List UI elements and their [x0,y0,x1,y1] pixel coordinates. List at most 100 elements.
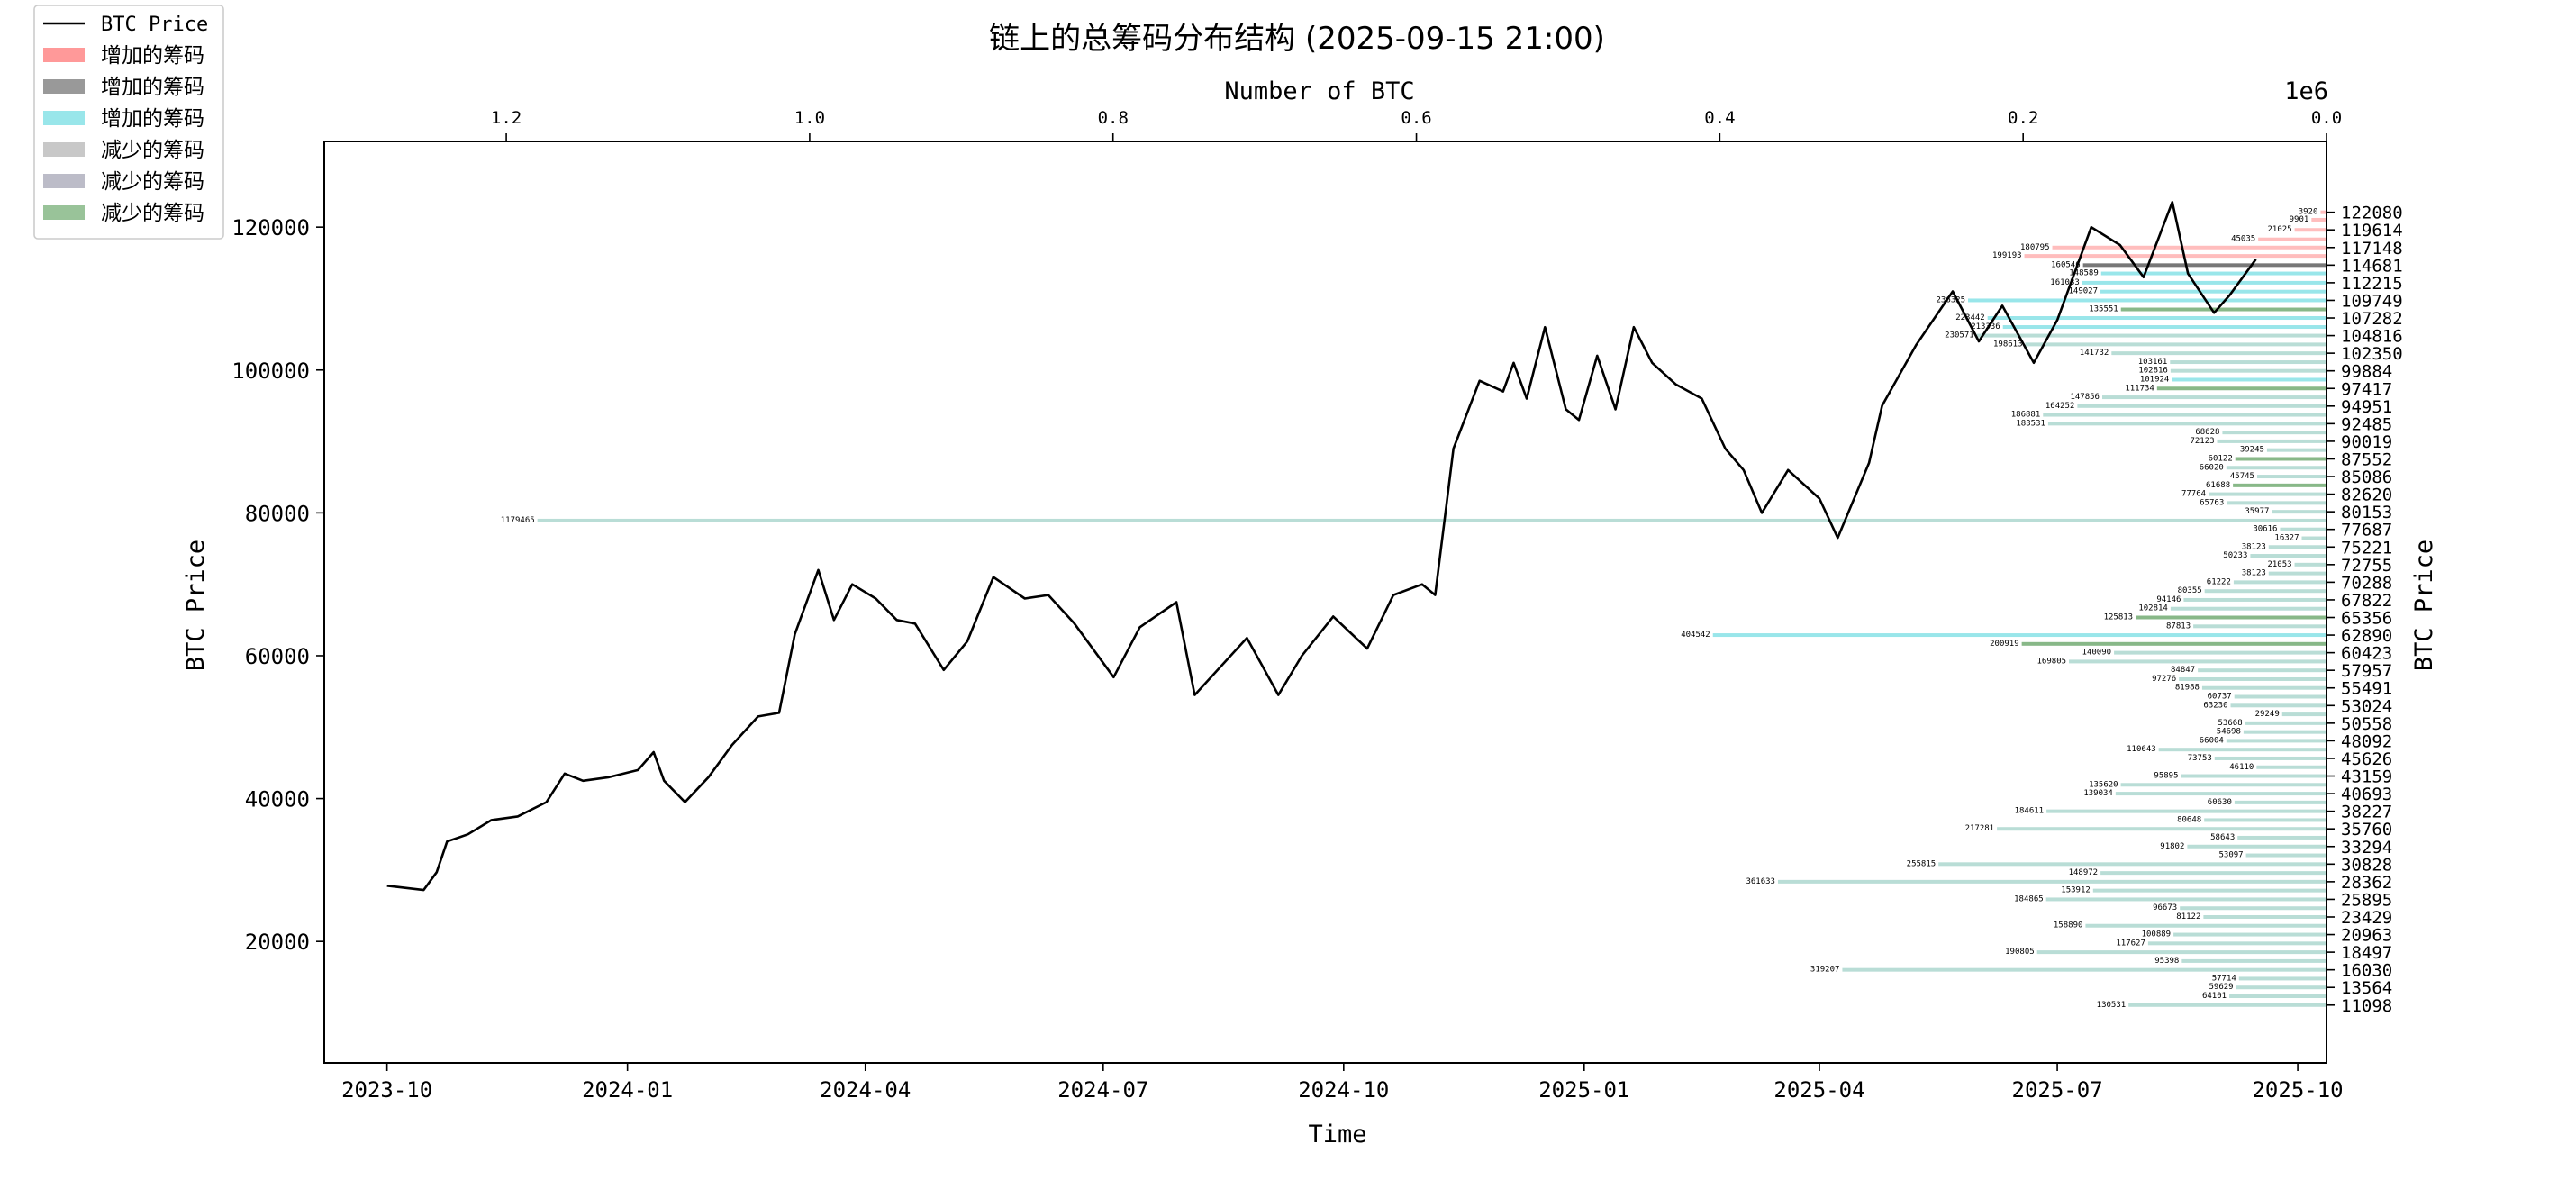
right-tick-label: 94951 [2341,397,2392,417]
chip-bar [2128,1003,2327,1007]
right-tick-label: 99884 [2341,362,2392,382]
chip-bar-label: 102816 [2138,367,2168,376]
chip-bar [2214,756,2327,760]
chip-bar [2092,888,2327,893]
y-tick-label: 20000 [245,930,310,955]
top-tick-label: 1.2 [491,108,522,128]
right-tick-label: 23429 [2341,908,2392,928]
chip-bar-label: 81988 [2175,684,2200,693]
chip-bar [2236,985,2327,990]
chip-bar-label: 80355 [2178,586,2202,595]
chip-bar [2268,545,2327,549]
chip-bar [2320,210,2327,214]
chip-bar [2268,571,2327,576]
chip-bar [2120,307,2327,312]
right-tick-label: 67822 [2341,591,2392,611]
right-tick-label: 114681 [2341,256,2403,276]
right-tick-label: 25895 [2341,890,2392,910]
chip-bar [2036,950,2327,955]
chip-bar-label: 30616 [2253,525,2277,534]
chip-bar-label: 60630 [2208,798,2232,807]
right-tick-label: 45626 [2341,749,2392,769]
right-tick-label: 119614 [2341,221,2403,241]
chip-bar [1976,333,2327,338]
chip-bar [2237,835,2327,840]
chip-bar-label: 68628 [2195,428,2219,437]
chip-bar-label: 164252 [2045,402,2075,411]
right-tick-label: 57957 [2341,661,2392,681]
chip-bar-label: 404542 [1681,631,1710,640]
chip-bar-label: 77764 [2181,490,2206,499]
chip-bar [2025,342,2327,347]
chip-bar-label: 65763 [2200,498,2224,507]
chip-bar [2234,694,2327,699]
chip-bar-label: 60737 [2208,692,2232,701]
chip-bar [2021,641,2327,646]
right-tick-label: 109749 [2341,291,2403,311]
chip-bar-label: 53668 [2218,719,2243,728]
right-tick-label: 13564 [2341,978,2392,998]
chip-bar [2204,818,2327,822]
chip-bar [2245,721,2327,725]
chip-bar [2233,580,2327,585]
legend-patch-swatch [43,48,85,62]
legend-label: 增加的筹码 [101,44,204,68]
legend-patch-swatch [43,142,85,157]
chip-bar [1968,298,2327,303]
top-tick-label: 0.8 [1098,108,1129,128]
legend-label: BTC Price [101,14,208,36]
chip-bar-label: 199193 [1992,251,2022,260]
chip-bar-label: 148589 [2069,269,2099,278]
top-tick-label: 0.4 [1704,108,1735,128]
chip-bar [2100,871,2327,876]
chip-bar-label: 148972 [2069,868,2099,877]
chip-bar-label: 110643 [2127,745,2156,754]
chip-bar-label: 96673 [2153,903,2177,912]
right-tick-label: 62890 [2341,626,2392,646]
chip-bar-label: 183531 [2016,419,2045,428]
chip-bar [2222,431,2327,435]
chip-bar-label: 60122 [2209,454,2233,463]
chip-bar-label: 3920 [2299,208,2318,217]
chip-bar [1777,879,2327,884]
chip-bar-label: 87813 [2166,622,2191,631]
right-tick-label: 38227 [2341,803,2392,822]
chip-bar [1997,827,2327,831]
chip-bar [2229,994,2327,999]
right-tick-label: 18497 [2341,943,2392,963]
chip-bar-label: 184865 [2014,894,2044,903]
chip-bar-label: 45035 [2231,235,2255,244]
chip-bar-label: 81122 [2176,912,2200,921]
chip-bar [1712,633,2327,638]
right-tick-label: 40693 [2341,785,2392,804]
x-tick-label: 2024-10 [1298,1077,1389,1103]
legend-label: 增加的筹码 [101,107,204,131]
chip-bar [2187,844,2327,849]
chip-bar [2170,360,2327,365]
chip-bar [2294,228,2327,232]
y-axis-label-right: BTC Price [2410,540,2438,671]
chip-bar [2045,897,2327,902]
chip-bar-label: 198613 [1993,340,2023,349]
chip-bar-label: 230571 [1945,331,1974,340]
chip-bar-label: 102814 [2138,604,2168,613]
chip-bar [2170,368,2327,373]
y-tick-label: 120000 [231,215,310,241]
chip-bar-label: 63230 [2203,701,2227,710]
chip-bar-label: 236325 [1936,295,1965,304]
plot-frame [323,141,2327,1064]
chip-bar [2226,466,2327,470]
chip-bar-label: 80648 [2177,815,2201,824]
chip-bar-label: 169805 [2037,657,2067,666]
chip-bar [2234,800,2327,804]
chip-bar [2301,536,2327,540]
chip-bar-label: 61688 [2206,481,2230,490]
chip-bar-label: 140090 [2082,649,2112,658]
legend-patch-swatch [43,205,85,220]
chip-bar [2227,501,2327,505]
right-tick-label: 65356 [2341,609,2392,629]
chip-bar [2115,792,2327,796]
chip-bar [2100,271,2327,276]
chip-bar-label: 217281 [1965,824,1995,833]
